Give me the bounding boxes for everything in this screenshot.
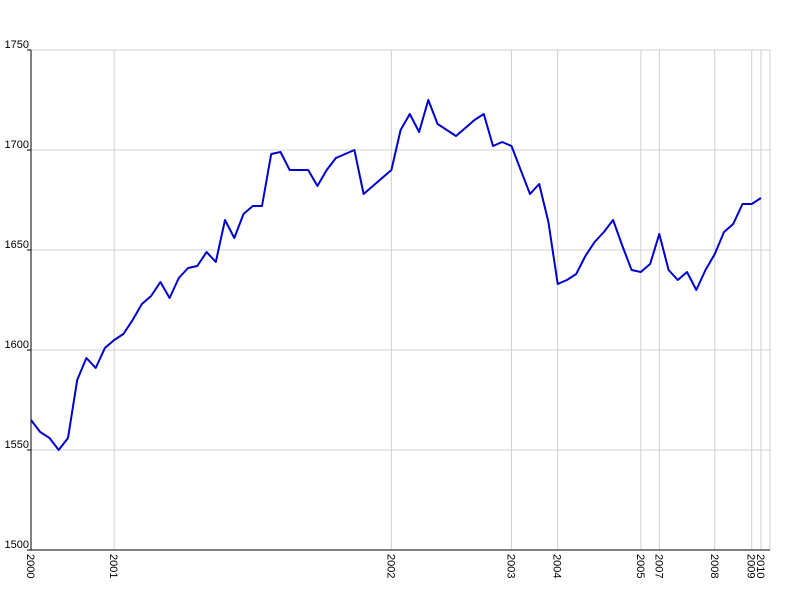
y-tick-label: 1650 — [5, 239, 29, 251]
x-tick-label: 2009 — [745, 554, 757, 578]
x-tick-label: 2010 — [754, 554, 766, 578]
y-tick-label: 1750 — [5, 39, 29, 51]
x-tick-label: 2003 — [504, 554, 516, 578]
x-tick-label: 2005 — [634, 554, 646, 578]
x-tick-label: 2007 — [652, 554, 664, 578]
y-tick-label: 1500 — [5, 539, 29, 551]
x-tick-label: 2000 — [24, 554, 36, 578]
y-tick-label: 1600 — [5, 339, 29, 351]
y-tick-label: 1550 — [5, 439, 29, 451]
y-tick-label: 1700 — [5, 139, 29, 151]
x-tick-label: 2008 — [708, 554, 720, 578]
data-line — [30, 99, 762, 451]
x-tick-label: 2002 — [384, 554, 396, 578]
x-tick-label: 2004 — [551, 554, 563, 578]
x-tick-label: 2001 — [107, 554, 119, 578]
